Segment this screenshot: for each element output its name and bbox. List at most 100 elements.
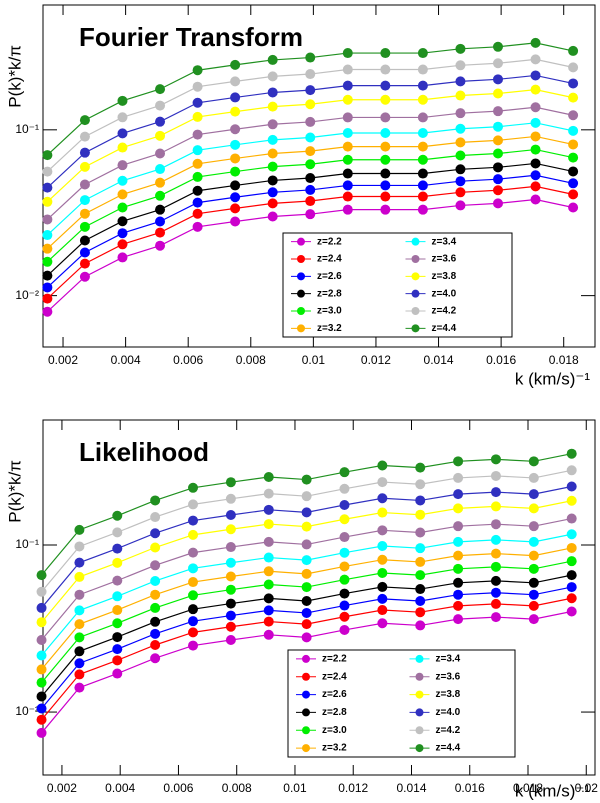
data-point	[230, 106, 241, 117]
data-point	[150, 653, 161, 664]
x-tick-label: 0.004	[105, 781, 135, 795]
data-point	[230, 153, 241, 164]
legend-marker	[411, 255, 420, 263]
legend-label: z=3.8	[436, 689, 461, 700]
data-point	[380, 94, 391, 105]
data-point	[188, 590, 199, 601]
data-point	[192, 145, 203, 156]
data-point	[79, 235, 90, 246]
data-point	[417, 127, 428, 138]
data-point	[150, 589, 161, 600]
data-point	[455, 164, 466, 175]
data-point	[301, 507, 312, 518]
data-point	[455, 90, 466, 101]
legend-marker	[411, 272, 420, 281]
data-point	[342, 48, 353, 59]
data-point	[377, 460, 388, 471]
data-point	[42, 282, 53, 293]
data-point	[566, 495, 577, 506]
data-point	[79, 131, 90, 142]
data-point	[150, 542, 161, 553]
legend-label: z=4.0	[432, 288, 457, 299]
data-point	[528, 489, 539, 500]
y-tick-label: 10⁻¹	[15, 122, 39, 136]
data-point	[305, 69, 316, 80]
data-point	[230, 139, 241, 150]
data-point	[117, 252, 128, 263]
data-point	[155, 204, 166, 215]
data-point	[339, 483, 350, 494]
legend-label: z=3.8	[432, 271, 457, 282]
legend-label: z=4.2	[432, 306, 457, 317]
x-tick-label: 0.012	[338, 781, 368, 795]
panel: 0.002 0.004 0.006 0.008 0.01 0.012 0.014 0.016 0…	[5, 4, 596, 388]
data-point	[380, 154, 391, 165]
x-tick-label: 0.008	[222, 781, 252, 795]
data-point	[455, 43, 466, 54]
data-point	[192, 129, 203, 140]
data-point	[305, 184, 316, 195]
data-point	[417, 168, 428, 179]
data-point	[225, 634, 236, 645]
legend-label: z=4.0	[436, 707, 461, 718]
data-point	[301, 474, 312, 485]
data-point	[117, 160, 128, 171]
data-point	[79, 247, 90, 258]
data-point	[305, 146, 316, 157]
data-point	[112, 575, 123, 586]
data-point	[301, 619, 312, 630]
data-point	[415, 570, 426, 581]
data-point	[377, 493, 388, 504]
legend-label: z=4.4	[432, 323, 457, 334]
data-point	[192, 97, 203, 108]
data-point	[74, 524, 85, 535]
legend-marker	[415, 744, 424, 753]
data-point	[79, 221, 90, 232]
data-point	[568, 189, 579, 200]
data-point	[568, 202, 579, 213]
data-point	[230, 216, 241, 227]
legend-marker	[302, 654, 310, 663]
data-point	[155, 164, 166, 175]
data-point	[155, 100, 166, 111]
data-point	[492, 121, 503, 132]
data-point	[453, 589, 464, 600]
data-point	[155, 84, 166, 95]
legend-marker	[302, 726, 310, 735]
data-point	[301, 521, 312, 532]
data-point	[188, 482, 199, 493]
data-point	[188, 627, 199, 638]
data-point	[267, 119, 278, 130]
x-tick-label: 0.008	[236, 353, 266, 367]
data-point	[528, 550, 539, 561]
data-point	[339, 532, 350, 543]
data-point	[36, 691, 47, 702]
data-point	[36, 617, 47, 628]
data-point	[415, 543, 426, 554]
data-point	[267, 161, 278, 172]
data-point	[453, 489, 464, 500]
data-point	[74, 571, 85, 582]
plot-frame	[42, 419, 596, 776]
data-point	[339, 561, 350, 572]
data-point	[188, 563, 199, 574]
data-point	[490, 534, 501, 545]
data-point	[74, 619, 85, 630]
data-point	[492, 58, 503, 69]
data-point	[263, 536, 274, 547]
data-point	[42, 182, 53, 193]
data-point	[117, 128, 128, 139]
data-point	[377, 477, 388, 488]
data-point	[339, 514, 350, 525]
data-point	[530, 37, 541, 48]
data-point	[455, 187, 466, 198]
data-point	[79, 161, 90, 172]
data-point	[36, 703, 47, 714]
data-point	[79, 147, 90, 158]
data-point	[267, 101, 278, 112]
data-point	[417, 191, 428, 202]
data-point	[301, 491, 312, 502]
panel: 0.002 0.004 0.006 0.008 0.01 0.012 0.014 0.016 0…	[5, 419, 598, 800]
data-point	[530, 194, 541, 205]
data-point	[74, 605, 85, 616]
